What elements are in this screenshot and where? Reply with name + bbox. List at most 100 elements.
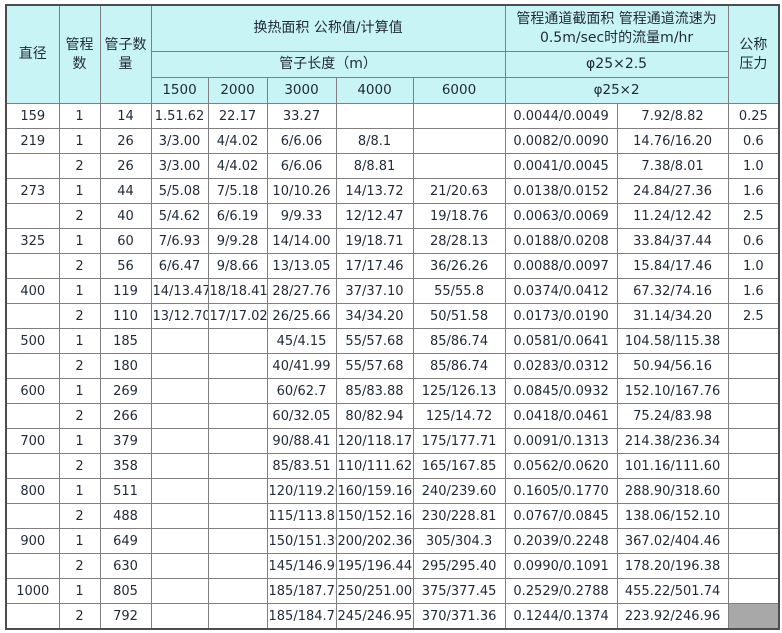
table-cell-l2000	[207, 353, 268, 379]
table-cell-flow_rate: 138.06/152.10	[616, 503, 729, 529]
table-cell-pressure	[727, 453, 780, 479]
header-length-3000: 3000	[266, 77, 337, 104]
table-cell-l1500	[150, 428, 209, 454]
table-cell-cross_section: 0.0581/0.0641	[504, 328, 618, 354]
table-cell-tube_count: 792	[99, 603, 152, 630]
table-cell-tube_count: 630	[99, 553, 152, 579]
table-cell-l3000: 115/113.83	[266, 503, 337, 529]
table-cell-l3000: 26/25.66	[266, 303, 337, 329]
table-cell-l3000: 33.27	[266, 103, 337, 129]
table-cell-l2000	[207, 403, 268, 429]
table-cell-diameter	[5, 203, 60, 229]
table-cell-l6000: 125/14.72	[412, 403, 506, 429]
table-row: 1000 1 805 185/187.78 250/251.00 375/377.45 0.…	[5, 578, 780, 604]
table-cell-l2000: 6/6.19	[207, 203, 268, 229]
table-cell-l6000: 305/304.3	[412, 528, 506, 554]
table-row: 2 792 185/184.75 245/246.95 370/371.36 0.1244…	[5, 603, 780, 630]
table-cell-l1500	[150, 603, 209, 630]
table-cell-flow_rate: 455.22/501.74	[616, 578, 729, 604]
table-cell-flow_rate: 7.92/8.82	[616, 103, 729, 129]
table-cell-l3000: 6/6.06	[266, 153, 337, 179]
table-cell-tube_count: 26	[99, 128, 152, 154]
table-cell-diameter: 325	[5, 228, 60, 254]
table-cell-passes: 1	[58, 378, 101, 404]
table-cell-diameter: 500	[5, 328, 60, 354]
header-channel-line2: 0.5m/sec时的流量m/hr	[539, 29, 694, 46]
table-cell-flow_rate: 214.38/236.34	[616, 428, 729, 454]
table-cell-l1500: 7/6.93	[150, 228, 209, 254]
table-cell-pressure	[727, 578, 780, 604]
table-cell-l3000: 60/32.05	[266, 403, 337, 429]
header-length-6000: 6000	[412, 77, 506, 104]
table-cell-l3000: 185/184.75	[266, 603, 337, 630]
table-cell-l6000: 85/86.74	[412, 353, 506, 379]
table-row: 2 110 13/12.70 17/17.02 26/25.66 34/34.20 50/5…	[5, 303, 780, 329]
table-cell-tube_count: 266	[99, 403, 152, 429]
table-cell-l1500	[150, 503, 209, 529]
header-phi-25x2: φ25×2	[504, 77, 729, 104]
table-cell-pressure: 0.25	[727, 103, 780, 129]
table-cell-l2000	[207, 603, 268, 630]
table-cell-l4000: 55/57.68	[335, 328, 414, 354]
header-length-2000: 2000	[207, 77, 268, 104]
tube-spec-table: 直径 管程 数 管子数 量 换热面积 公称值/计算值 管程通道截面积 管程通道流…	[5, 4, 781, 630]
table-cell-cross_section: 0.2529/0.2788	[504, 578, 618, 604]
table-cell-tube_count: 40	[99, 203, 152, 229]
table-cell-diameter	[5, 153, 60, 179]
table-cell-cross_section: 0.0283/0.0312	[504, 353, 618, 379]
table-cell-pressure	[727, 353, 780, 379]
table-cell-diameter: 400	[5, 278, 60, 304]
table-cell-tube_count: 110	[99, 303, 152, 329]
table-cell-l6000	[412, 103, 506, 129]
table-cell-cross_section: 0.0138/0.0152	[504, 178, 618, 204]
table-cell-l2000: 4/4.02	[207, 128, 268, 154]
table-cell-l4000: 14/13.72	[335, 178, 414, 204]
table-cell-l6000: 370/371.36	[412, 603, 506, 630]
table-cell-diameter: 700	[5, 428, 60, 454]
table-cell-pressure	[727, 478, 780, 504]
table-cell-diameter	[5, 253, 60, 279]
table-cell-l1500	[150, 478, 209, 504]
table-cell-pressure: 2.5	[727, 203, 780, 229]
table-row: 273 1 44 5/5.08 7/5.18 10/10.26 14/13.72 21/20.…	[5, 178, 780, 204]
table-cell-l6000: 28/28.13	[412, 228, 506, 254]
table-cell-cross_section: 0.0845/0.0932	[504, 378, 618, 404]
table-cell-diameter	[5, 503, 60, 529]
header-passes-line1: 管程	[65, 36, 94, 53]
table-cell-pressure	[727, 428, 780, 454]
header-tube-count-line1: 管子数	[104, 36, 147, 53]
table-cell-l3000: 6/6.06	[266, 128, 337, 154]
table-cell-tube_count: 805	[99, 578, 152, 604]
table-cell-pressure	[727, 378, 780, 404]
table-cell-passes: 2	[58, 503, 101, 529]
header-channel-line1: 管程通道截面积 管程通道流速为	[516, 10, 717, 27]
table-cell-flow_rate: 178.20/196.38	[616, 553, 729, 579]
table-cell-l3000: 14/14.00	[266, 228, 337, 254]
table-cell-l3000: 40/41.99	[266, 353, 337, 379]
table-cell-cross_section: 0.0063/0.0069	[504, 203, 618, 229]
table-cell-l3000: 90/88.41	[266, 428, 337, 454]
table-cell-l1500	[150, 378, 209, 404]
table-cell-l6000: 21/20.63	[412, 178, 506, 204]
table-cell-l4000: 110/111.62	[335, 453, 414, 479]
table-cell-l2000	[207, 378, 268, 404]
table-cell-pressure	[727, 603, 780, 630]
header-area-title: 换热面积 公称值/计算值	[150, 4, 506, 52]
table-cell-l3000: 185/187.78	[266, 578, 337, 604]
table-cell-l3000: 10/10.26	[266, 178, 337, 204]
table-cell-l6000	[412, 153, 506, 179]
table-row: 800 1 511 120/119.20 160/159.16 240/239.60 0.1…	[5, 478, 780, 504]
table-row: 2 40 5/4.62 6/6.19 9/9.33 12/12.47 19/18.76 0.0…	[5, 203, 780, 229]
table-cell-l2000: 4/4.02	[207, 153, 268, 179]
table-row: 325 1 60 7/6.93 9/9.28 14/14.00 19/18.71 28/28.…	[5, 228, 780, 254]
table-cell-cross_section: 0.0091/0.1313	[504, 428, 618, 454]
table-cell-pressure	[727, 328, 780, 354]
table-cell-l4000: 37/37.10	[335, 278, 414, 304]
table-cell-diameter	[5, 553, 60, 579]
table-cell-cross_section: 0.0990/0.1091	[504, 553, 618, 579]
table-cell-passes: 2	[58, 303, 101, 329]
table-cell-l2000	[207, 328, 268, 354]
header-passes-line2: 数	[72, 55, 87, 72]
table-row: 159 1 14 1.51.62 22.17 33.27 0.0044/0.0049 7.92…	[5, 103, 780, 129]
